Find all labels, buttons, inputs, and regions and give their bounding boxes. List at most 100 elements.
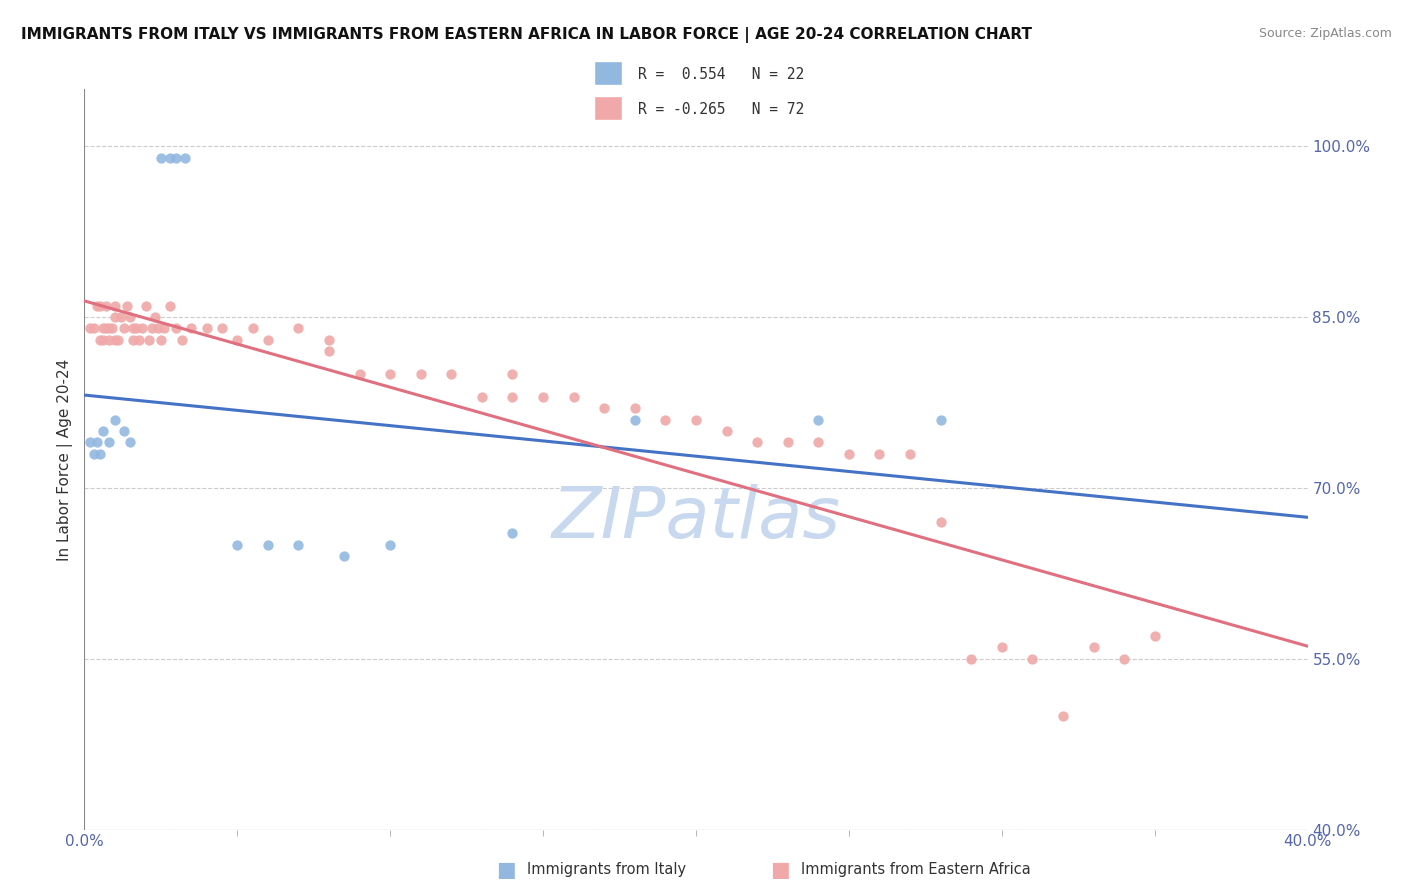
Point [287, 321, 309, 335]
Point [1143, 629, 1166, 643]
Point [110, 310, 132, 324]
Point [86, 435, 108, 450]
Point [122, 333, 145, 347]
Point [104, 310, 127, 324]
Point [409, 367, 432, 381]
Point [242, 321, 264, 335]
Point [226, 333, 249, 347]
Point [159, 299, 181, 313]
Point [94, 321, 117, 335]
Point [112, 424, 135, 438]
Point [685, 412, 707, 426]
Point [869, 447, 891, 461]
Point [349, 367, 371, 381]
Point [122, 321, 145, 335]
Point [149, 333, 172, 347]
Point [929, 515, 952, 529]
Point [1083, 640, 1105, 655]
Point [83, 321, 105, 335]
Point [776, 435, 799, 450]
Text: IMMIGRANTS FROM ITALY VS IMMIGRANTS FROM EASTERN AFRICA IN LABOR FORCE | AGE 20-: IMMIGRANTS FROM ITALY VS IMMIGRANTS FROM… [21, 27, 1032, 43]
Point [91, 424, 114, 438]
Point [125, 321, 148, 335]
Point [120, 310, 142, 324]
Point [807, 412, 830, 426]
Point [838, 447, 860, 461]
Text: Immigrants from Italy: Immigrants from Italy [527, 863, 686, 877]
Point [83, 447, 105, 461]
Point [716, 424, 738, 438]
Point [131, 321, 153, 335]
Point [91, 333, 114, 347]
FancyBboxPatch shape [595, 62, 621, 86]
Point [380, 367, 402, 381]
Point [165, 151, 187, 165]
Point [115, 299, 138, 313]
Point [1052, 708, 1074, 723]
Point [89, 447, 111, 461]
Point [502, 390, 524, 404]
Point [562, 390, 585, 404]
Text: R = -0.265   N = 72: R = -0.265 N = 72 [638, 102, 804, 117]
Point [94, 299, 117, 313]
Point [107, 333, 129, 347]
Point [104, 299, 127, 313]
Text: Immigrants from Eastern Africa: Immigrants from Eastern Africa [801, 863, 1031, 877]
Point [624, 412, 647, 426]
Point [174, 151, 197, 165]
Point [960, 651, 983, 665]
Point [146, 321, 169, 335]
Point [89, 299, 111, 313]
Point [153, 321, 176, 335]
Text: Source: ZipAtlas.com: Source: ZipAtlas.com [1258, 27, 1392, 40]
Point [929, 412, 952, 426]
Point [97, 333, 120, 347]
Point [440, 367, 463, 381]
Point [654, 412, 676, 426]
Point [128, 333, 150, 347]
Point [180, 321, 202, 335]
Point [112, 321, 135, 335]
Point [226, 538, 249, 552]
Point [1114, 651, 1136, 665]
Point [211, 321, 233, 335]
Point [79, 435, 101, 450]
Point [86, 299, 108, 313]
Point [165, 321, 187, 335]
Point [1021, 651, 1043, 665]
Point [135, 299, 157, 313]
Point [172, 333, 194, 347]
Point [333, 549, 356, 564]
Point [143, 310, 166, 324]
Point [97, 321, 120, 335]
Y-axis label: In Labor Force | Age 20-24: In Labor Force | Age 20-24 [58, 359, 73, 560]
FancyBboxPatch shape [595, 96, 621, 120]
Point [531, 390, 554, 404]
Point [502, 367, 524, 381]
Point [138, 333, 160, 347]
Point [471, 390, 494, 404]
Point [101, 321, 124, 335]
Point [149, 151, 172, 165]
Point [380, 538, 402, 552]
Point [79, 321, 101, 335]
Point [257, 333, 280, 347]
Point [318, 344, 340, 359]
Point [747, 435, 769, 450]
Point [159, 151, 181, 165]
Point [89, 333, 111, 347]
Point [593, 401, 616, 416]
Point [104, 412, 127, 426]
Text: ■: ■ [496, 860, 516, 880]
Point [195, 321, 218, 335]
Point [898, 447, 921, 461]
Point [120, 435, 142, 450]
Point [141, 321, 163, 335]
Point [502, 526, 524, 541]
Point [624, 401, 647, 416]
Text: ZIPatlas: ZIPatlas [551, 484, 841, 553]
Point [807, 435, 830, 450]
Point [287, 538, 309, 552]
Text: ■: ■ [770, 860, 790, 880]
Point [97, 435, 120, 450]
